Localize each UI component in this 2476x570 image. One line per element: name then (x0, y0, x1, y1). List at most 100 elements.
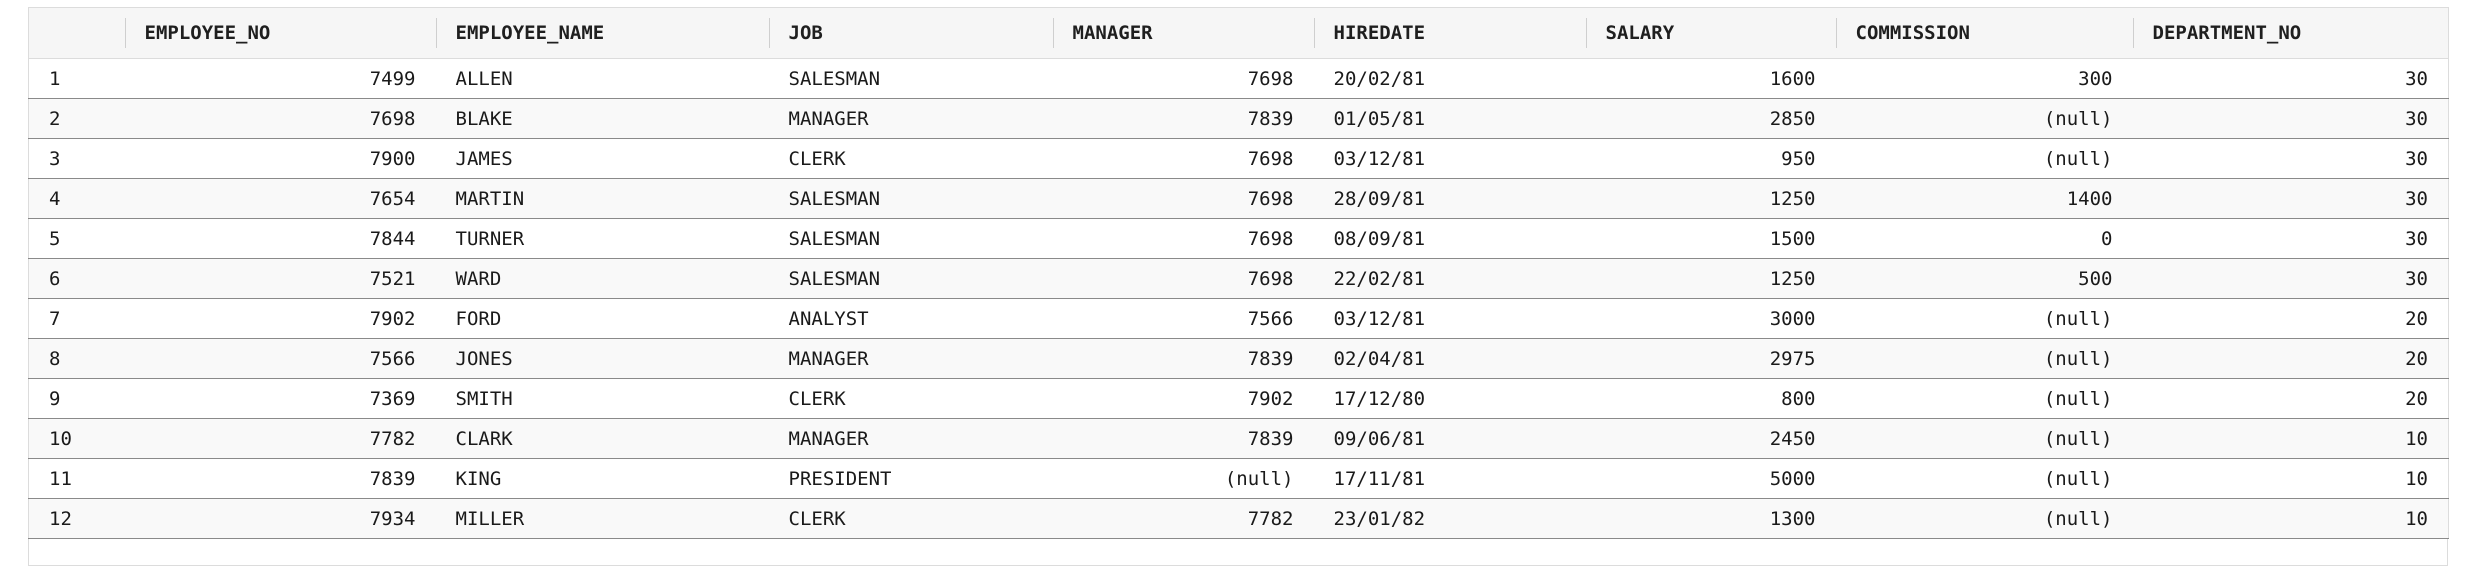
hiredate-cell[interactable]: 17/11/81 (1313, 458, 1586, 499)
job-cell[interactable]: PRESIDENT (768, 458, 1053, 499)
employee-name-cell[interactable]: CLARK (435, 418, 769, 459)
department-no-cell[interactable]: 30 (2132, 138, 2449, 179)
employee-no-cell[interactable]: 7934 (124, 498, 436, 539)
manager-cell[interactable]: 7566 (1052, 298, 1314, 339)
employee-name-cell[interactable]: ALLEN (435, 58, 769, 99)
column-separator[interactable] (768, 18, 770, 48)
department-no-cell[interactable]: 10 (2132, 418, 2449, 459)
department-no-cell[interactable]: 30 (2132, 178, 2449, 219)
employee-no-cell[interactable]: 7521 (124, 258, 436, 299)
job-cell[interactable]: SALESMAN (768, 178, 1053, 219)
employee-name-cell[interactable]: KING (435, 458, 769, 499)
commission-cell[interactable]: 0 (1835, 218, 2133, 259)
employee-no-cell[interactable]: 7839 (124, 458, 436, 499)
employee-name-cell[interactable]: WARD (435, 258, 769, 299)
commission-cell[interactable]: 300 (1835, 58, 2133, 99)
hiredate-cell[interactable]: 28/09/81 (1313, 178, 1586, 219)
column-header-job[interactable]: JOB (768, 7, 1053, 59)
commission-cell[interactable]: (null) (1835, 98, 2133, 139)
employee-name-cell[interactable]: MILLER (435, 498, 769, 539)
employee-no-cell[interactable]: 7844 (124, 218, 436, 259)
department-no-cell[interactable]: 30 (2132, 258, 2449, 299)
job-cell[interactable]: MANAGER (768, 338, 1053, 379)
commission-cell[interactable]: 1400 (1835, 178, 2133, 219)
salary-cell[interactable]: 800 (1585, 378, 1836, 419)
table-row[interactable]: 8 7566 JONES MANAGER 7839 02/04/81 2975 … (28, 338, 2449, 379)
hiredate-cell[interactable]: 02/04/81 (1313, 338, 1586, 379)
salary-cell[interactable]: 5000 (1585, 458, 1836, 499)
salary-cell[interactable]: 1300 (1585, 498, 1836, 539)
manager-cell[interactable]: 7839 (1052, 98, 1314, 139)
manager-cell[interactable]: 7782 (1052, 498, 1314, 539)
manager-cell[interactable]: 7839 (1052, 418, 1314, 459)
column-header-manager[interactable]: MANAGER (1052, 7, 1314, 59)
column-separator[interactable] (1052, 18, 1054, 48)
department-no-cell[interactable]: 30 (2132, 98, 2449, 139)
hiredate-cell[interactable]: 08/09/81 (1313, 218, 1586, 259)
job-cell[interactable]: CLERK (768, 498, 1053, 539)
job-cell[interactable]: SALESMAN (768, 258, 1053, 299)
manager-cell[interactable]: 7698 (1052, 58, 1314, 99)
commission-cell[interactable]: (null) (1835, 338, 2133, 379)
employee-name-cell[interactable]: SMITH (435, 378, 769, 419)
hiredate-cell[interactable]: 09/06/81 (1313, 418, 1586, 459)
job-cell[interactable]: MANAGER (768, 98, 1053, 139)
job-cell[interactable]: ANALYST (768, 298, 1053, 339)
column-header-hiredate[interactable]: HIREDATE (1313, 7, 1586, 59)
column-header-salary[interactable]: SALARY (1585, 7, 1836, 59)
commission-cell[interactable]: 500 (1835, 258, 2133, 299)
salary-cell[interactable]: 2975 (1585, 338, 1836, 379)
column-header-department-no[interactable]: DEPARTMENT_NO (2132, 7, 2449, 59)
salary-cell[interactable]: 1250 (1585, 258, 1836, 299)
salary-cell[interactable]: 1250 (1585, 178, 1836, 219)
table-row[interactable]: 4 7654 MARTIN SALESMAN 7698 28/09/81 125… (28, 178, 2449, 219)
department-no-cell[interactable]: 10 (2132, 458, 2449, 499)
salary-cell[interactable]: 1500 (1585, 218, 1836, 259)
hiredate-cell[interactable]: 01/05/81 (1313, 98, 1586, 139)
manager-cell[interactable]: 7839 (1052, 338, 1314, 379)
job-cell[interactable]: CLERK (768, 138, 1053, 179)
employee-no-cell[interactable]: 7902 (124, 298, 436, 339)
table-row[interactable]: 3 7900 JAMES CLERK 7698 03/12/81 950 (nu… (28, 138, 2449, 179)
column-header-commission[interactable]: COMMISSION (1835, 7, 2133, 59)
manager-cell[interactable]: 7698 (1052, 178, 1314, 219)
salary-cell[interactable]: 1600 (1585, 58, 1836, 99)
salary-cell[interactable]: 2450 (1585, 418, 1836, 459)
column-header-rownum[interactable] (28, 7, 125, 59)
job-cell[interactable]: CLERK (768, 378, 1053, 419)
hiredate-cell[interactable]: 23/01/82 (1313, 498, 1586, 539)
column-separator[interactable] (1585, 18, 1587, 48)
table-row[interactable]: 11 7839 KING PRESIDENT (null) 17/11/81 5… (28, 458, 2449, 499)
salary-cell[interactable]: 950 (1585, 138, 1836, 179)
employee-no-cell[interactable]: 7698 (124, 98, 436, 139)
salary-cell[interactable]: 2850 (1585, 98, 1836, 139)
department-no-cell[interactable]: 20 (2132, 338, 2449, 379)
commission-cell[interactable]: (null) (1835, 458, 2133, 499)
column-separator[interactable] (435, 18, 437, 48)
table-row[interactable]: 5 7844 TURNER SALESMAN 7698 08/09/81 150… (28, 218, 2449, 259)
table-row[interactable]: 9 7369 SMITH CLERK 7902 17/12/80 800 (nu… (28, 378, 2449, 419)
column-header-employee-no[interactable]: EMPLOYEE_NO (124, 7, 436, 59)
employee-name-cell[interactable]: MARTIN (435, 178, 769, 219)
column-separator[interactable] (124, 18, 126, 48)
commission-cell[interactable]: (null) (1835, 418, 2133, 459)
manager-cell[interactable]: (null) (1052, 458, 1314, 499)
manager-cell[interactable]: 7698 (1052, 218, 1314, 259)
manager-cell[interactable]: 7902 (1052, 378, 1314, 419)
manager-cell[interactable]: 7698 (1052, 258, 1314, 299)
table-row[interactable]: 6 7521 WARD SALESMAN 7698 22/02/81 1250 … (28, 258, 2449, 299)
department-no-cell[interactable]: 30 (2132, 218, 2449, 259)
employee-name-cell[interactable]: JAMES (435, 138, 769, 179)
hiredate-cell[interactable]: 22/02/81 (1313, 258, 1586, 299)
employee-no-cell[interactable]: 7566 (124, 338, 436, 379)
employee-no-cell[interactable]: 7654 (124, 178, 436, 219)
job-cell[interactable]: SALESMAN (768, 58, 1053, 99)
commission-cell[interactable]: (null) (1835, 138, 2133, 179)
employee-name-cell[interactable]: FORD (435, 298, 769, 339)
table-row[interactable]: 10 7782 CLARK MANAGER 7839 09/06/81 2450… (28, 418, 2449, 459)
table-row[interactable]: 12 7934 MILLER CLERK 7782 23/01/82 1300 … (28, 498, 2449, 539)
employee-no-cell[interactable]: 7369 (124, 378, 436, 419)
department-no-cell[interactable]: 20 (2132, 298, 2449, 339)
table-row[interactable]: 7 7902 FORD ANALYST 7566 03/12/81 3000 (… (28, 298, 2449, 339)
employee-no-cell[interactable]: 7900 (124, 138, 436, 179)
